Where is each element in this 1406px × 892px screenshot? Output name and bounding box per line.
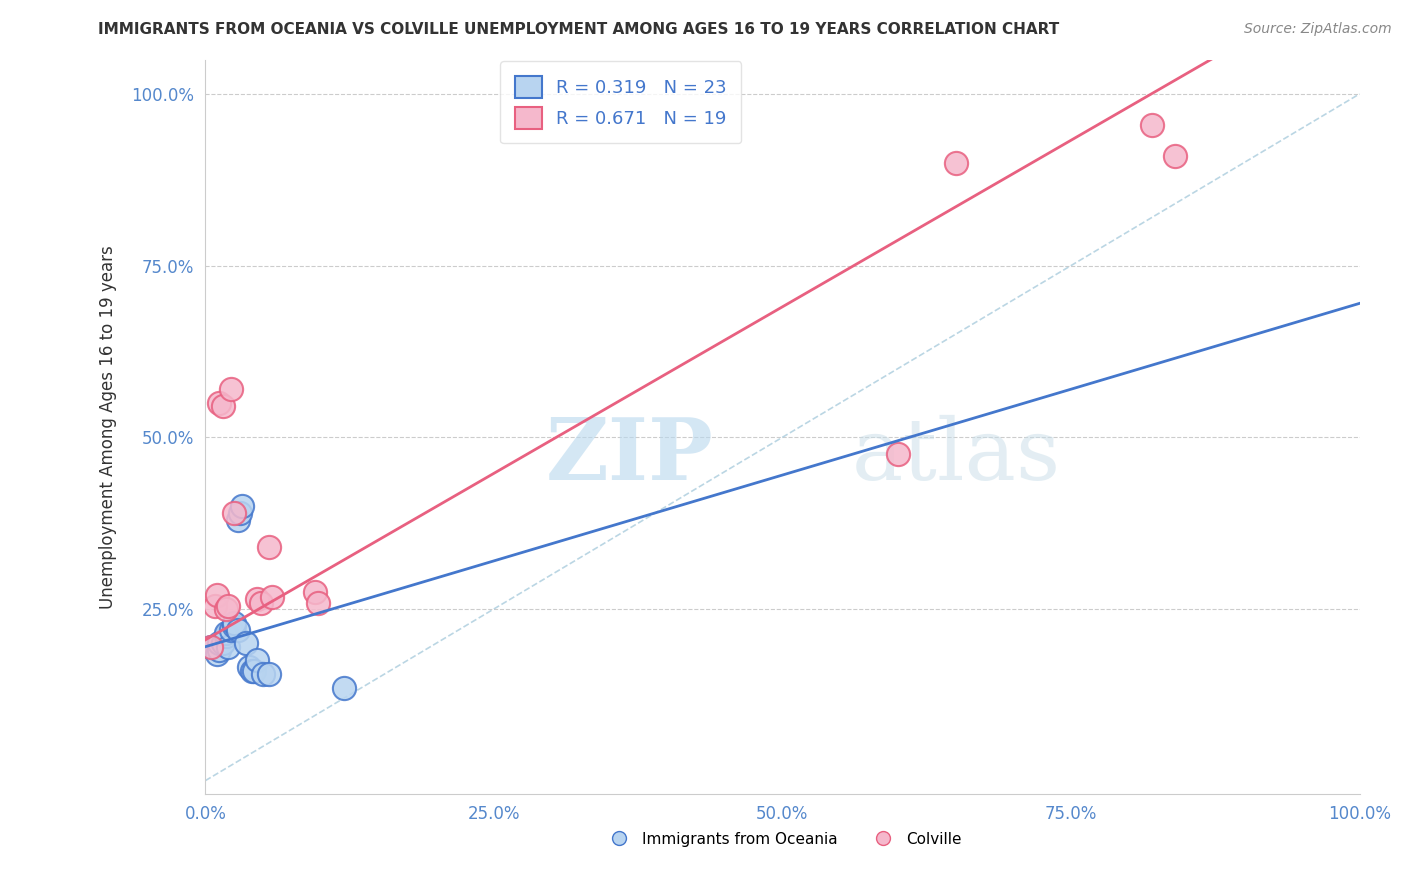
Point xyxy=(231,499,253,513)
Point xyxy=(211,636,233,650)
Point xyxy=(200,640,222,654)
Point xyxy=(211,400,233,414)
Point xyxy=(217,640,239,654)
Point xyxy=(308,597,330,611)
Point xyxy=(217,599,239,613)
Point xyxy=(208,396,231,410)
Point xyxy=(215,629,238,643)
Point xyxy=(304,584,326,599)
Point xyxy=(262,590,284,604)
Point xyxy=(252,667,274,681)
Point xyxy=(229,506,252,520)
Point xyxy=(1164,149,1187,163)
Point xyxy=(240,664,263,678)
Point xyxy=(205,588,228,602)
Point xyxy=(208,643,231,657)
Point xyxy=(243,664,266,678)
Point xyxy=(208,636,231,650)
Point xyxy=(205,647,228,661)
Y-axis label: Unemployment Among Ages 16 to 19 years: Unemployment Among Ages 16 to 19 years xyxy=(100,245,117,609)
Text: atlas: atlas xyxy=(852,415,1060,498)
Point xyxy=(224,615,246,630)
Point xyxy=(226,623,249,637)
Point xyxy=(333,681,356,695)
Point xyxy=(219,382,242,396)
Point xyxy=(224,506,246,520)
Point xyxy=(215,602,238,616)
Text: Source: ZipAtlas.com: Source: ZipAtlas.com xyxy=(1244,22,1392,37)
Text: ZIP: ZIP xyxy=(546,415,713,499)
Point xyxy=(246,653,269,667)
Point xyxy=(246,591,269,606)
Point xyxy=(200,640,222,654)
Point xyxy=(219,623,242,637)
Point xyxy=(257,540,280,554)
Legend: R = 0.319   N = 23, R = 0.671   N = 19: R = 0.319 N = 23, R = 0.671 N = 19 xyxy=(501,62,741,144)
Point xyxy=(887,447,910,461)
Point xyxy=(249,597,271,611)
Point xyxy=(235,636,257,650)
Point xyxy=(238,660,260,674)
Point xyxy=(1140,118,1163,132)
Point xyxy=(224,619,246,633)
Point xyxy=(215,626,238,640)
Point xyxy=(945,155,967,169)
Text: IMMIGRANTS FROM OCEANIA VS COLVILLE UNEMPLOYMENT AMONG AGES 16 TO 19 YEARS CORRE: IMMIGRANTS FROM OCEANIA VS COLVILLE UNEM… xyxy=(98,22,1060,37)
Point xyxy=(257,667,280,681)
Point xyxy=(226,513,249,527)
Point xyxy=(204,599,226,613)
